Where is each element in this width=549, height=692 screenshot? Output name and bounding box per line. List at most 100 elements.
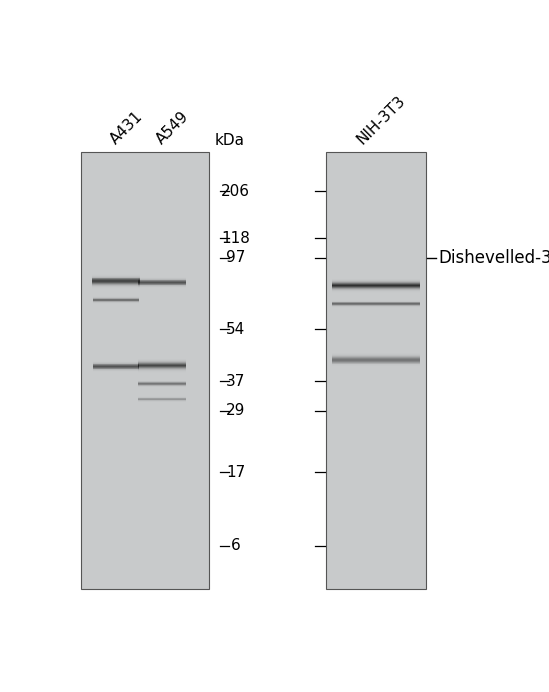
Bar — [332, 363, 420, 365]
Text: Dishevelled-3: Dishevelled-3 — [438, 249, 549, 267]
Text: 97: 97 — [226, 251, 245, 265]
Text: A431: A431 — [107, 109, 145, 147]
Bar — [93, 366, 139, 367]
Bar — [138, 370, 186, 371]
Bar — [92, 283, 140, 284]
Text: kDa: kDa — [215, 133, 244, 148]
Bar — [92, 272, 140, 273]
Bar — [332, 355, 420, 356]
Bar — [93, 373, 139, 374]
Bar — [138, 285, 186, 286]
Text: 54: 54 — [226, 322, 245, 337]
Bar — [93, 364, 139, 365]
Bar — [332, 368, 420, 369]
Bar — [138, 357, 186, 358]
Bar — [92, 288, 140, 289]
Bar — [332, 367, 420, 368]
Bar — [92, 278, 140, 280]
Bar — [92, 289, 140, 291]
Text: 6: 6 — [231, 538, 240, 553]
Bar — [332, 293, 420, 294]
Bar — [138, 286, 186, 287]
Bar — [138, 275, 186, 276]
Bar — [138, 358, 186, 359]
Bar — [332, 277, 420, 279]
Bar — [93, 369, 139, 370]
Bar — [332, 280, 420, 281]
Bar — [332, 351, 420, 352]
Bar — [92, 282, 140, 283]
Bar — [332, 283, 420, 284]
Bar — [138, 369, 186, 370]
Bar — [332, 287, 420, 288]
Bar — [81, 152, 209, 589]
Bar — [332, 359, 420, 360]
Bar — [92, 277, 140, 278]
Bar — [138, 288, 186, 289]
Bar — [332, 365, 420, 366]
Bar — [138, 282, 186, 283]
Bar — [332, 291, 420, 292]
Bar — [92, 286, 140, 288]
Bar — [92, 280, 140, 281]
Bar — [93, 365, 139, 366]
Bar — [138, 287, 186, 288]
Bar — [332, 286, 420, 287]
Bar — [93, 361, 139, 362]
Text: NIH-3T3: NIH-3T3 — [354, 93, 408, 147]
Bar — [332, 360, 420, 361]
Bar — [332, 281, 420, 282]
Bar — [332, 282, 420, 283]
Bar — [138, 277, 186, 278]
Bar — [93, 370, 139, 371]
Bar — [138, 372, 186, 374]
Bar — [92, 275, 140, 277]
Bar — [138, 283, 186, 284]
Bar — [332, 361, 420, 362]
Bar — [138, 365, 186, 366]
Bar — [138, 284, 186, 285]
Bar — [138, 279, 186, 280]
Bar — [92, 281, 140, 282]
Text: 37: 37 — [226, 374, 245, 389]
Bar — [93, 367, 139, 368]
Bar — [138, 362, 186, 363]
Bar — [332, 292, 420, 293]
Bar — [92, 273, 140, 274]
Bar — [332, 358, 420, 359]
Bar — [93, 368, 139, 369]
Bar — [93, 362, 139, 363]
Bar — [332, 366, 420, 367]
Bar — [93, 363, 139, 364]
Bar — [138, 361, 186, 362]
Bar — [332, 289, 420, 290]
Text: 29: 29 — [226, 403, 245, 418]
Bar — [93, 360, 139, 361]
Bar — [332, 357, 420, 358]
Bar — [332, 356, 420, 357]
Bar — [138, 368, 186, 369]
Bar — [92, 284, 140, 285]
Text: 17: 17 — [226, 464, 245, 480]
Bar — [93, 371, 139, 372]
Bar — [138, 280, 186, 281]
Bar — [326, 152, 426, 589]
Bar — [332, 284, 420, 286]
Bar — [92, 274, 140, 275]
Bar — [332, 352, 420, 354]
Bar — [138, 367, 186, 368]
Bar — [138, 359, 186, 361]
Bar — [138, 363, 186, 364]
Text: 118: 118 — [221, 230, 250, 246]
Bar — [81, 152, 209, 589]
Bar — [138, 281, 186, 282]
Bar — [332, 354, 420, 355]
Bar — [93, 372, 139, 373]
Bar — [332, 279, 420, 280]
Text: A549: A549 — [154, 109, 192, 147]
Bar — [138, 278, 186, 279]
Bar — [138, 366, 186, 367]
Bar — [332, 288, 420, 289]
Bar — [138, 364, 186, 365]
Bar — [92, 285, 140, 286]
